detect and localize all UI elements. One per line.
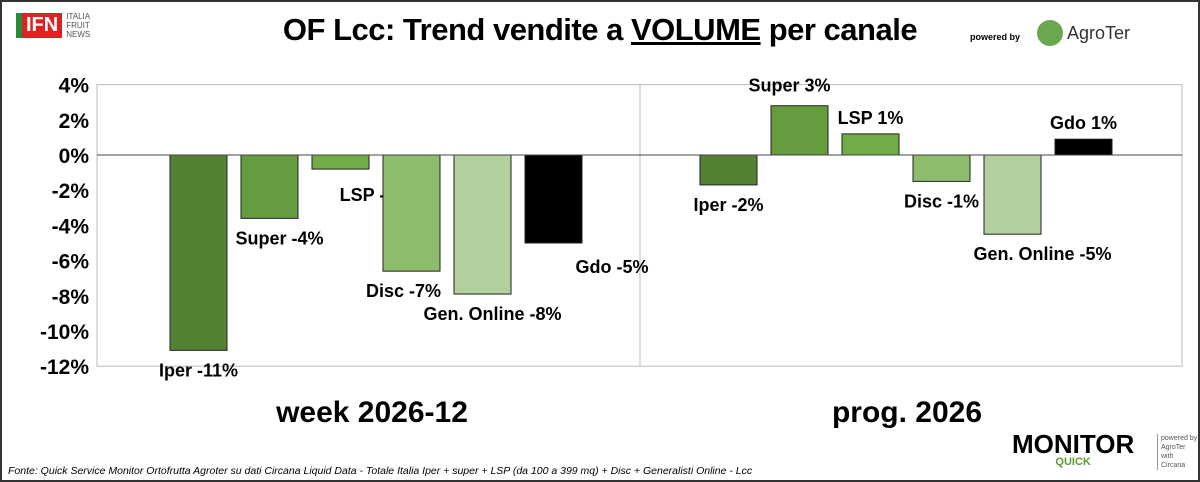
- bar-gdo-1: [1054, 138, 1113, 156]
- bar-disc-0: [382, 154, 441, 272]
- y-tick-label: 0%: [59, 145, 90, 168]
- y-tick-label: -4%: [52, 215, 90, 238]
- bar-disc-1: [912, 154, 971, 182]
- ifn-logo: IFN ITALIA FRUIT NEWS: [16, 12, 90, 39]
- data-label: Gdo 1%: [1050, 113, 1117, 133]
- chart-title: OF Lcc: Trend vendite a VOLUME per canal…: [282, 12, 918, 47]
- bar-iper-0: [169, 154, 228, 351]
- y-tick-label: -6%: [52, 251, 90, 274]
- group-label: week 2026-12: [275, 396, 468, 429]
- bar-gen-online-0: [453, 154, 512, 295]
- monitor-quick-logo: MONITOR QUICK: [1012, 429, 1135, 468]
- bar-lsp-0: [311, 154, 370, 170]
- data-label: Gdo -5%: [575, 257, 648, 277]
- powered-by: powered by: [970, 32, 1021, 42]
- bar-lsp-1: [841, 133, 900, 156]
- bar-super-0: [240, 154, 299, 219]
- data-label: Super -4%: [235, 228, 323, 248]
- data-label: Gen. Online -5%: [973, 244, 1111, 264]
- source-note: Fonte: Quick Service Monitor Ortofrutta …: [8, 465, 753, 477]
- y-tick-label: -10%: [40, 321, 89, 344]
- data-label: Super 3%: [748, 76, 830, 96]
- y-tick-label: -12%: [40, 356, 89, 379]
- data-label: Iper -2%: [693, 195, 763, 215]
- y-tick-label: 4%: [59, 75, 90, 98]
- data-label: Disc -7%: [366, 281, 441, 301]
- bar-gdo-0: [524, 154, 583, 244]
- y-tick-label: -2%: [52, 180, 90, 203]
- bar-gen-online-1: [983, 154, 1042, 235]
- data-label: Iper -11%: [159, 360, 238, 380]
- group-label: prog. 2026: [832, 396, 982, 429]
- agroter-logo: AgroTer: [1037, 20, 1130, 46]
- monitor-side-text: powered by AgroTer with Circana: [1157, 434, 1197, 470]
- y-tick-label: -8%: [52, 286, 90, 309]
- data-label: LSP 1%: [838, 108, 904, 128]
- data-label: Disc -1%: [904, 191, 979, 211]
- bar-super-1: [770, 105, 829, 156]
- data-label: Gen. Online -8%: [423, 304, 561, 324]
- bar-iper-1: [699, 154, 758, 186]
- y-tick-label: 2%: [59, 110, 90, 133]
- agroter-tree-icon: [1037, 20, 1063, 46]
